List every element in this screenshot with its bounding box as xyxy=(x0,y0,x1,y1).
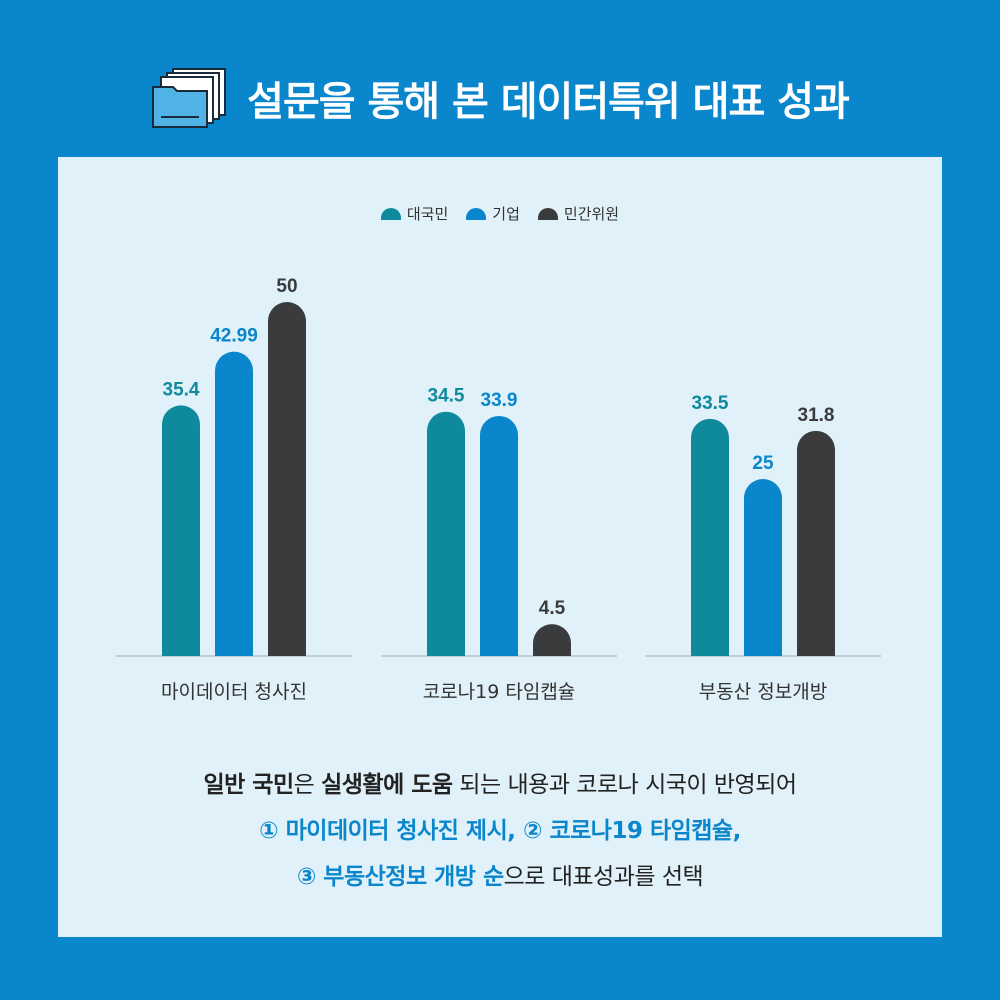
data-label: 25 xyxy=(752,453,774,474)
legend-label: 기업 xyxy=(492,205,520,223)
bar xyxy=(480,415,518,656)
description-text: 되는 내용과 코로나 시국이 반영되어 xyxy=(452,772,797,798)
data-label: 4.5 xyxy=(539,598,566,619)
legend-label: 민간위원 xyxy=(563,205,620,223)
description-bold-2: 실생활에 도움 xyxy=(321,772,453,798)
data-label: 31.8 xyxy=(798,405,835,426)
bar xyxy=(427,411,465,656)
bar xyxy=(797,430,835,656)
category-label: 마이데이터 청사진 xyxy=(161,681,307,703)
legend-swatch xyxy=(466,207,487,220)
category-label: 부동산 정보개방 xyxy=(699,681,827,703)
description-line-1: 일반 국민은 실생활에 도움 되는 내용과 코로나 시국이 반영되어 xyxy=(58,762,942,808)
legend-label: 대국민 xyxy=(406,205,449,223)
legend-swatch xyxy=(380,207,401,220)
document-stack-icon xyxy=(152,68,227,128)
bar xyxy=(268,302,306,656)
legend-swatch xyxy=(537,207,558,220)
data-label: 34.5 xyxy=(428,386,465,407)
chart-panel: 대국민 기업 민간위원 35.4 42.99 50 마이데이터 청사진 34.5 33.9… xyxy=(58,157,942,937)
description-text: 은 xyxy=(293,772,322,798)
data-label: 33.5 xyxy=(692,393,729,414)
legend: 대국민 기업 민간위원 xyxy=(58,203,942,224)
legend-item-series-2: 민간위원 xyxy=(537,203,620,224)
description-highlight: ③ 부동산정보 개방 순 xyxy=(296,864,504,890)
header: 설문을 통해 본 데이터특위 대표 성과 xyxy=(0,58,1000,138)
category-label: 코로나19 타임캡슐 xyxy=(423,681,576,703)
description: 일반 국민은 실생활에 도움 되는 내용과 코로나 시국이 반영되어 ① 마이데… xyxy=(58,762,942,900)
legend-item-series-1: 기업 xyxy=(466,203,520,224)
bar xyxy=(533,624,571,656)
bar xyxy=(215,351,253,656)
data-label: 42.99 xyxy=(210,326,258,347)
bar xyxy=(162,405,200,656)
description-text: 으로 대표성과를 선택 xyxy=(503,864,704,890)
description-line-2: ① 마이데이터 청사진 제시, ② 코로나19 타임캡슐, xyxy=(259,818,741,844)
description-line-3: ③ 부동산정보 개방 순으로 대표성과를 선택 xyxy=(58,854,942,900)
page-title: 설문을 통해 본 데이터특위 대표 성과 xyxy=(247,79,850,125)
bar-chart: 35.4 42.99 50 마이데이터 청사진 34.5 33.9 4.5 코로나19 타임캡… xyxy=(116,276,881,703)
legend-item-series-0: 대국민 xyxy=(380,203,449,224)
data-label: 50 xyxy=(276,276,297,297)
bar xyxy=(691,418,729,656)
description-bold-1: 일반 국민 xyxy=(203,772,294,798)
bar xyxy=(744,479,782,656)
data-label: 33.9 xyxy=(481,390,518,411)
data-label: 35.4 xyxy=(163,379,200,400)
